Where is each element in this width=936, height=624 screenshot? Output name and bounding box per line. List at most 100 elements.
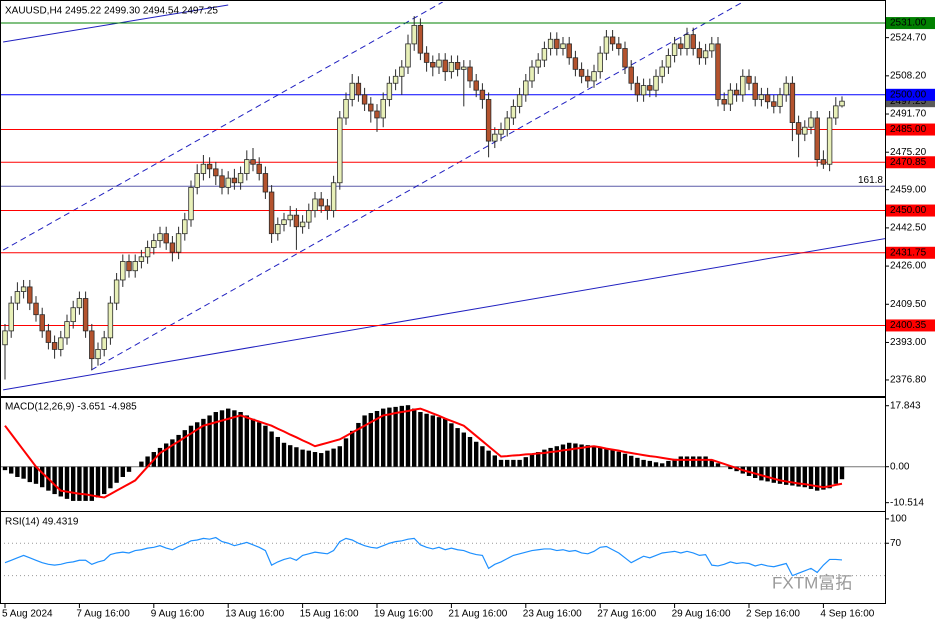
macd-bar	[269, 431, 274, 467]
level-label: 2485.00	[890, 124, 927, 135]
macd-bar	[821, 466, 826, 490]
y-tick-label: 2426.00	[890, 261, 927, 272]
macd-bar	[486, 450, 491, 467]
candle-body	[256, 163, 262, 174]
candle-body	[163, 233, 169, 244]
level-box	[886, 17, 935, 30]
macd-bar	[288, 445, 293, 467]
candle-body	[380, 99, 386, 119]
candle-body	[479, 89, 486, 100]
rsi-panel	[0, 511, 886, 604]
candle-body	[417, 24, 424, 54]
macd-bar	[257, 422, 262, 467]
candle-body	[287, 214, 293, 221]
candle-body	[820, 159, 827, 165]
candle-body	[330, 182, 337, 211]
candle-body	[665, 55, 672, 68]
macd-bar	[833, 466, 838, 484]
macd-bar	[213, 412, 218, 467]
y-tick-label: 100	[890, 514, 907, 525]
candle-body	[213, 168, 219, 177]
candle-body	[324, 205, 331, 211]
candle-body	[727, 89, 734, 105]
candle-body	[89, 330, 95, 360]
panel-header: MACD(12,26,9) -3.651 -4.985	[5, 402, 137, 413]
macd-bar	[709, 459, 714, 467]
candle-body	[764, 94, 771, 103]
macd-bar	[647, 460, 652, 467]
macd-bar	[40, 466, 45, 488]
candle-body	[696, 48, 703, 59]
y-tick-label: 2508.20	[890, 70, 927, 81]
level-label: 2400.35	[890, 320, 927, 331]
candle-body	[721, 99, 727, 105]
macd-bar	[616, 451, 621, 467]
macd-bar	[808, 466, 814, 489]
candle-body	[498, 129, 504, 135]
macd-bar	[188, 425, 194, 467]
macd-bar	[238, 412, 243, 467]
candle-body	[578, 68, 585, 77]
candle-body	[802, 126, 808, 135]
macd-bar	[678, 456, 683, 467]
macd-bar	[560, 444, 566, 467]
macd-bar	[635, 457, 640, 467]
candle-body	[349, 82, 355, 100]
macd-bar	[306, 450, 311, 467]
macd-bar	[784, 466, 789, 485]
x-tick-label: 9 Aug 16:00	[151, 609, 205, 620]
macd-bar	[164, 443, 169, 467]
x-tick-label: 13 Aug 16:00	[225, 609, 284, 620]
macd-bar	[195, 422, 200, 467]
macd-bar	[728, 466, 733, 470]
candle-body	[777, 94, 783, 107]
candle-body	[374, 110, 380, 119]
candle-body	[2, 330, 8, 346]
macd-bar	[207, 415, 212, 467]
macd-bar	[666, 460, 671, 467]
candle-body	[175, 233, 182, 253]
macd-bar	[9, 466, 14, 474]
candle-body	[101, 337, 107, 350]
macd-bar	[250, 418, 256, 467]
candle-body	[95, 349, 101, 360]
candle-body	[709, 43, 715, 52]
signal-line	[4, 407, 843, 499]
candle-body	[14, 291, 21, 304]
candle-body	[368, 103, 374, 112]
x-tick-label: 23 Aug 16:00	[523, 609, 582, 620]
macd-bar	[771, 466, 776, 483]
macd-bar	[387, 407, 392, 467]
candle-body	[355, 82, 362, 96]
macd-bar	[139, 461, 144, 467]
level-box	[886, 156, 935, 169]
candle-body	[771, 101, 777, 107]
macd-bar	[244, 415, 249, 467]
candle-body	[293, 214, 300, 228]
macd-bar	[765, 466, 770, 482]
macd-bar	[325, 450, 330, 467]
x-tick-label: 15 Aug 16:00	[300, 609, 359, 620]
macd-bar	[790, 466, 795, 486]
candle-body	[76, 298, 83, 309]
macd-bar	[405, 405, 411, 467]
macd-bar	[58, 466, 63, 497]
candle-body	[833, 105, 839, 119]
candle-body	[8, 302, 14, 332]
macd-bar	[672, 458, 677, 467]
candle-body	[337, 117, 343, 184]
y-tick-label: 2491.70	[890, 109, 927, 120]
x-tick-label: 19 Aug 16:00	[374, 609, 433, 620]
macd-bar	[443, 418, 448, 467]
y-tick-label: 2393.00	[890, 337, 927, 348]
candle-body	[448, 62, 455, 73]
candle-body	[702, 50, 709, 59]
macd-bar	[170, 439, 175, 467]
macd-bar	[21, 466, 26, 479]
candle-body	[640, 85, 647, 96]
macd-bar	[660, 463, 665, 467]
candle-body	[839, 100, 845, 107]
macd-bar	[374, 410, 380, 467]
trend-line	[2, 2, 443, 251]
macd-plot	[1, 405, 885, 501]
